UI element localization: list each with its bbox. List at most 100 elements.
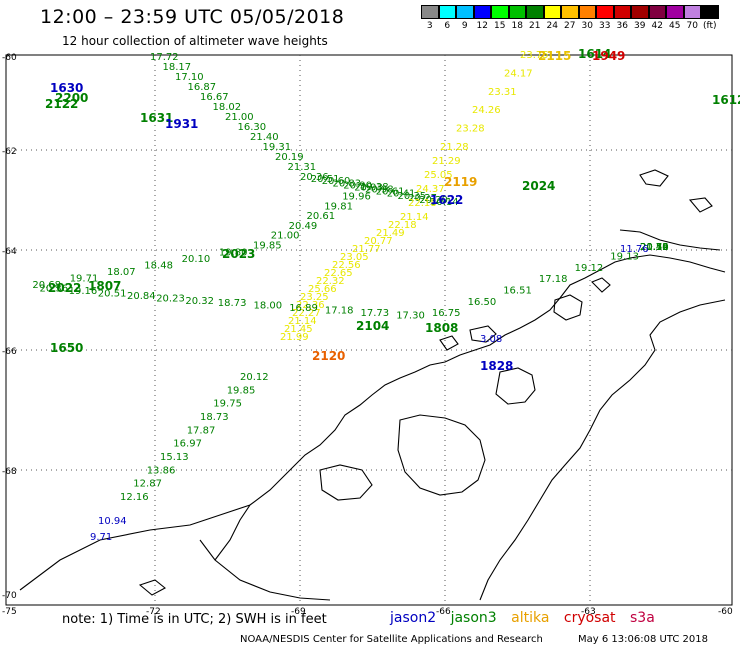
wave-height-value: 20.98 (365, 185, 394, 196)
pass-time-label: 1807 (88, 279, 121, 293)
color-legend: 3 6 9 12 15 18 21 24 27 30 33 36 39 42 45 70 (ft) (421, 5, 719, 31)
wave-height-value: 17.18 (325, 306, 354, 317)
wave-height-value: 16.87 (188, 82, 217, 93)
wave-height-value: 20.76 (640, 242, 669, 253)
lon-label: -63 (581, 607, 596, 617)
pass-time-label: 1631 (140, 111, 173, 125)
wave-height-value: 19.80 (219, 247, 248, 258)
island-brabant (591, 277, 611, 293)
wave-height-value: 15.13 (160, 452, 189, 463)
island-small-2 (688, 197, 713, 213)
island-south-shetland (619, 229, 721, 251)
wave-height-value: 21.77 (352, 244, 381, 255)
wave-height-value: 22.36 (296, 300, 325, 311)
island-small-1 (138, 579, 166, 596)
legend-label: 3 (426, 21, 433, 31)
wave-height-value: 20.10 (182, 254, 211, 265)
wave-height-value: 23.05 (340, 252, 369, 263)
wave-height-value: 20.90 (343, 180, 372, 191)
page-subtitle: 12 hour collection of altimeter wave hei… (62, 34, 328, 48)
legend-label: 24 (546, 21, 558, 31)
pass-time-label: 1828 (480, 359, 513, 373)
lon-labels: -75 -72 -69 -66 -63 -60 (2, 607, 733, 617)
legend-label: 21 (529, 21, 541, 31)
satellite-jason3: jason3 (450, 610, 497, 626)
wave-height-value: 19.13 (610, 252, 639, 263)
wave-height-value: 23.28 (456, 124, 485, 135)
wave-height-value: 21.00 (271, 231, 300, 242)
wave-height-value: 16.30 (238, 122, 267, 133)
wave-height-value: 20.68 (32, 280, 61, 291)
graticule (6, 55, 732, 605)
legend-label: 15 (494, 21, 506, 31)
legend-label: 39 (634, 21, 646, 31)
wave-height-value: 24.26 (472, 105, 501, 116)
wave-height-value: 22.18 (408, 198, 437, 209)
wave-height-value: 20.41 (387, 189, 416, 200)
legend-swatch (543, 5, 561, 19)
lat-labels: -60 -62 -64 -66 -68 -70 (2, 53, 17, 601)
island-small-3 (439, 335, 459, 351)
wave-height-value: 18.17 (163, 62, 192, 73)
island-anvers (553, 294, 583, 321)
satellite-key: jason2 jason3 altika cryosat s3a (390, 610, 665, 626)
legend-labels: 3 6 9 12 15 18 21 24 27 30 33 36 39 42 45 70 (ft) (421, 21, 719, 31)
wave-height-value: 11.76 (620, 244, 649, 255)
wave-height-value: 20.52 (640, 242, 669, 253)
wave-height-value: 20.60 (322, 176, 351, 187)
satellite-cryosat: cryosat (563, 610, 616, 626)
wave-height-value: 20.14 (430, 197, 459, 208)
wave-height-value: 18.73 (200, 412, 229, 423)
wave-height-value: 18.07 (107, 267, 136, 278)
wave-height-value: 21.29 (432, 156, 461, 167)
wave-height-value: 21.00 (225, 112, 254, 123)
legend-label: 45 (669, 21, 681, 31)
legend-swatch (666, 5, 684, 19)
legend-swatch (701, 5, 719, 19)
wave-height-value: 20.20 (419, 195, 448, 206)
legend-swatch (508, 5, 526, 19)
wave-height-value: 19.85 (253, 240, 282, 251)
pass-time-label: 1630 (50, 81, 83, 95)
legend-swatch (596, 5, 614, 19)
wave-height-value: 20.12 (240, 372, 269, 383)
wave-height-value: 17.73 (361, 308, 390, 319)
pass-time-label: 1614 (578, 47, 611, 61)
wave-height-value: 16.67 (200, 92, 229, 103)
wave-height-value: 19.38 (360, 182, 389, 193)
wave-height-value: 19.85 (227, 385, 256, 396)
satellite-altika: altika (511, 610, 550, 626)
wave-height-value: 16.50 (468, 297, 497, 308)
pass-time-label: 2024 (522, 179, 555, 193)
wave-height-value: 12.87 (133, 479, 162, 490)
lon-label: -69 (291, 607, 306, 617)
pass-time-label: 1808 (425, 321, 458, 335)
wave-height-value: 20.36 (40, 284, 69, 295)
legend-label: 33 (599, 21, 611, 31)
legend-label: 12 (476, 21, 488, 31)
pass-time-label: 2104 (356, 319, 389, 333)
wave-height-value: 20.27 (408, 193, 437, 204)
credit-line: NOAA/NESDIS Center for Satellite Applica… (240, 634, 543, 645)
page-title: 12:00 – 23:59 UTC 05/05/2018 (40, 6, 345, 28)
wave-height-value: 21.14 (400, 212, 429, 223)
satellite-jason2: jason2 (390, 610, 437, 626)
legend-swatch (421, 5, 439, 19)
wave-height-value: 17.30 (396, 310, 425, 321)
wave-height-value: 20.61 (307, 211, 336, 222)
peninsula-east-coast (479, 299, 726, 601)
wave-height-value: 22.65 (324, 268, 353, 279)
lon-label: -75 (2, 607, 17, 617)
wave-height-value: 17.72 (150, 52, 179, 63)
lat-label: -64 (2, 247, 17, 257)
wave-height-value: 16.97 (173, 439, 202, 450)
wave-height-value: 16.89 (289, 303, 318, 314)
island-biscoe (469, 325, 497, 343)
lat-label: -60 (2, 53, 17, 63)
legend-label: 36 (616, 21, 628, 31)
satellite-s3a: s3a (630, 610, 655, 626)
map-frame (5, 54, 733, 606)
